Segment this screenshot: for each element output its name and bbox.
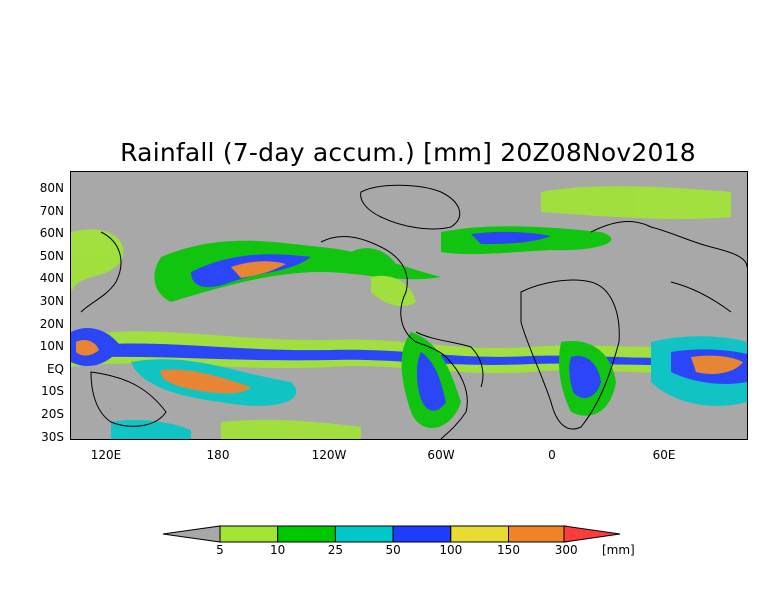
colorbar-units: [mm] [602, 543, 635, 557]
coastlines [80, 184, 747, 439]
rainfall-map-canvas [71, 172, 747, 439]
colorbar-label: 5 [216, 543, 224, 557]
lon-label-120w: 120W [311, 448, 347, 462]
lat-label-80n: 80N [39, 181, 64, 195]
lat-label-20n: 20N [39, 316, 64, 331]
lon-label-120e: 120E [90, 448, 122, 462]
lat-label-30s: 30S [41, 429, 64, 444]
lat-label-60n: 60N [39, 226, 64, 241]
lat-label-20s: 20S [41, 407, 64, 421]
colorbar-box [219, 525, 279, 543]
colorbar-label: 10 [270, 543, 286, 557]
lat-label-eq: EQ [46, 361, 64, 376]
lat-label-10n: 10N [39, 339, 64, 354]
colorbar-label: 25 [327, 543, 344, 557]
lon-label-60w: 60W [427, 448, 455, 462]
colorbar-label: 150 [497, 543, 520, 557]
colorbar-label: 300 [554, 543, 578, 557]
lat-label-50n: 50N [39, 248, 64, 263]
lon-label-180: 180 [206, 448, 230, 462]
colorbar-max-triangle [563, 525, 621, 543]
colorbar-box [450, 525, 509, 543]
colorbar-box [508, 525, 567, 543]
colorbar-graphic [162, 525, 621, 543]
lat-label-30n: 30N [39, 294, 64, 308]
colorbar-box [334, 525, 394, 543]
lat-label-40n: 40N [39, 271, 64, 286]
colorbar-label: 100 [439, 543, 463, 557]
map-title: Rainfall (7-day accum.) [mm] 20Z08Nov201… [120, 138, 696, 167]
colorbar-box [392, 525, 452, 543]
lat-label-10s: 10S [41, 384, 64, 399]
rainfall-map [70, 171, 748, 440]
lon-label-0: 0 [548, 448, 556, 462]
lon-label-60e: 60E [652, 448, 676, 462]
lat-label-70n: 70N [39, 203, 64, 218]
colorbar-box [277, 525, 336, 543]
colorbar-min-triangle [162, 525, 221, 543]
precipitation-field [71, 186, 747, 439]
colorbar-label: 50 [385, 543, 401, 557]
